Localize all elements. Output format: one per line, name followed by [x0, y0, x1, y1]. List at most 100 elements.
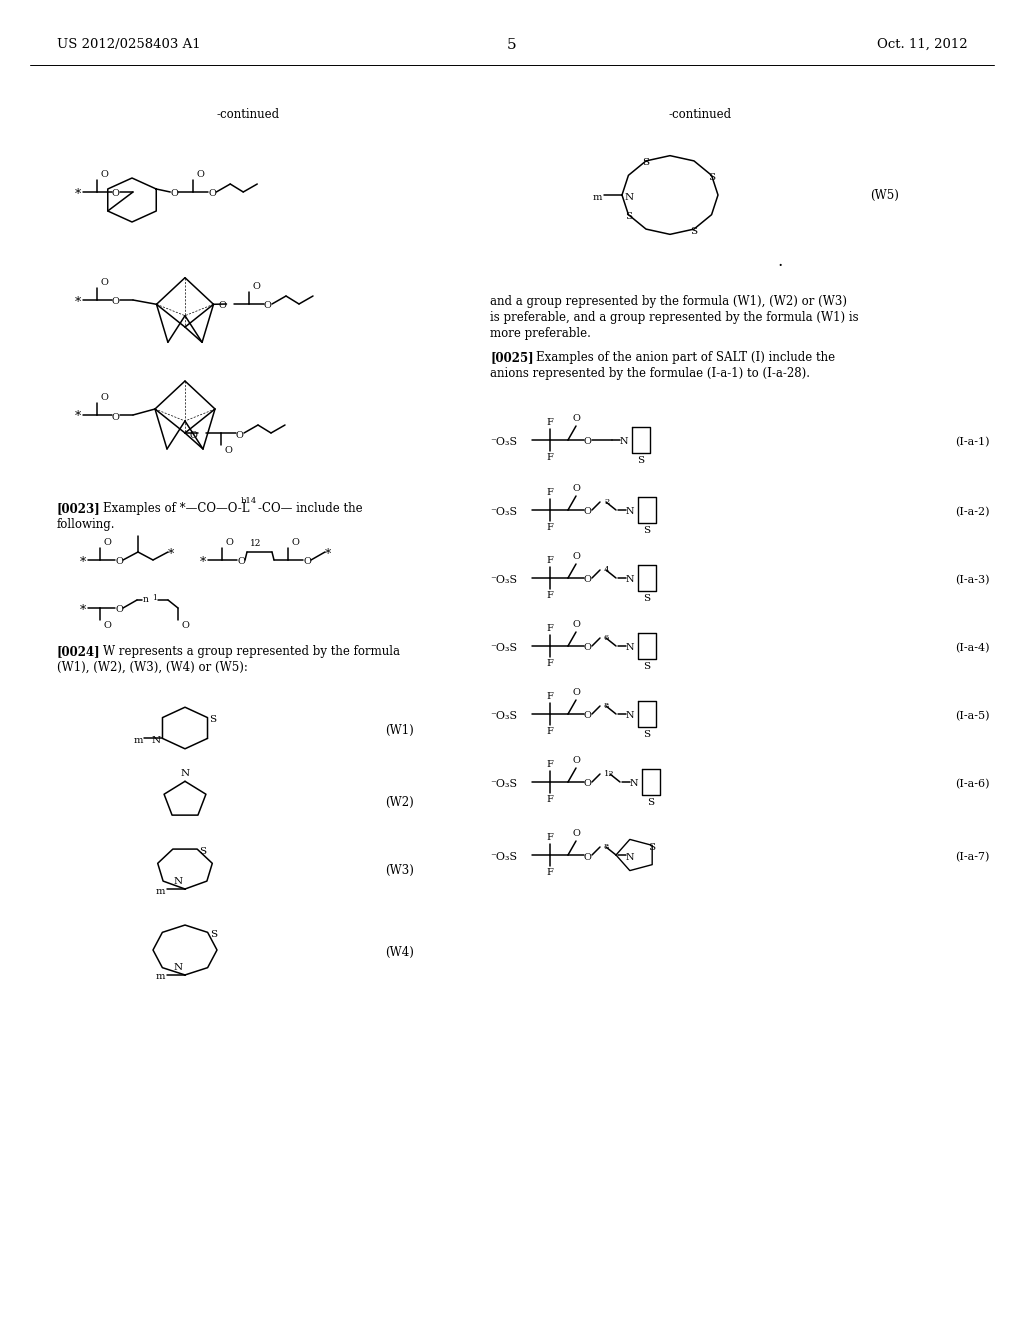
Text: O: O: [584, 644, 592, 652]
Text: (I-a-6): (I-a-6): [955, 779, 990, 789]
Text: O: O: [225, 539, 232, 546]
Text: *: *: [325, 548, 331, 561]
Text: [0025]: [0025]: [490, 351, 534, 364]
Text: F: F: [547, 418, 553, 426]
Text: S: S: [647, 799, 654, 807]
Text: O: O: [584, 437, 592, 446]
Text: O: O: [112, 190, 120, 198]
Text: (I-a-3): (I-a-3): [955, 574, 990, 585]
Text: O: O: [224, 446, 232, 455]
Text: O: O: [264, 301, 272, 310]
Text: O: O: [103, 539, 111, 546]
Text: O: O: [572, 829, 580, 838]
Text: m: m: [593, 193, 602, 202]
Text: -CO— include the: -CO— include the: [258, 502, 362, 515]
Text: N: N: [180, 770, 189, 779]
Text: 1: 1: [152, 594, 157, 602]
Text: ⁻O₃S: ⁻O₃S: [490, 711, 517, 721]
Text: O: O: [208, 190, 216, 198]
Text: m: m: [156, 887, 165, 895]
Text: S: S: [643, 663, 650, 671]
Text: more preferable.: more preferable.: [490, 327, 591, 341]
Text: O: O: [584, 711, 592, 721]
Text: O: O: [572, 688, 580, 697]
Text: O: O: [236, 430, 244, 440]
Text: (W1): (W1): [385, 723, 414, 737]
Text: *: *: [75, 187, 81, 201]
Text: S: S: [210, 929, 217, 939]
Text: 6: 6: [604, 634, 609, 642]
Text: Oct. 11, 2012: Oct. 11, 2012: [878, 38, 968, 51]
Text: 8: 8: [604, 702, 609, 710]
Text: *: *: [80, 603, 86, 616]
Text: *: *: [75, 411, 81, 424]
Text: ⁻O₃S: ⁻O₃S: [490, 779, 517, 789]
Text: O: O: [572, 484, 580, 492]
Text: O: O: [218, 301, 226, 310]
Text: (W5): (W5): [870, 189, 899, 202]
Text: N: N: [626, 507, 635, 516]
Text: following.: following.: [57, 517, 116, 531]
Text: F: F: [547, 760, 553, 770]
Text: N: N: [174, 876, 183, 886]
Text: O: O: [237, 557, 245, 566]
Text: (W2): (W2): [385, 796, 414, 808]
Text: O: O: [170, 190, 178, 198]
Text: S: S: [199, 846, 206, 855]
Text: O: O: [100, 393, 108, 403]
Text: F: F: [547, 692, 553, 701]
Text: and a group represented by the formula (W1), (W2) or (W3): and a group represented by the formula (…: [490, 294, 847, 308]
Text: *: *: [80, 556, 86, 569]
Text: b14: b14: [241, 498, 257, 506]
Text: N: N: [174, 964, 183, 972]
Text: O: O: [291, 539, 299, 546]
Text: W represents a group represented by the formula: W represents a group represented by the …: [103, 645, 400, 657]
Text: O: O: [190, 430, 198, 440]
Text: O: O: [252, 282, 260, 290]
Text: (W3): (W3): [385, 863, 414, 876]
Text: m: m: [133, 737, 142, 744]
Text: F: F: [547, 453, 553, 462]
Text: F: F: [547, 523, 553, 532]
Text: S: S: [643, 594, 650, 603]
Text: n: n: [143, 595, 148, 605]
Text: ⁻O₃S: ⁻O₃S: [490, 576, 517, 585]
Text: O: O: [572, 756, 580, 766]
Text: m: m: [156, 973, 165, 982]
Text: *: *: [200, 556, 206, 569]
Text: F: F: [547, 591, 553, 601]
Text: N: N: [626, 711, 635, 721]
Text: *: *: [168, 548, 174, 561]
Text: ⁻O₃S: ⁻O₃S: [490, 437, 517, 447]
Text: O: O: [181, 620, 189, 630]
Text: O: O: [115, 557, 123, 566]
Text: O: O: [112, 297, 120, 306]
Text: O: O: [115, 606, 123, 615]
Text: O: O: [100, 279, 108, 286]
Text: -continued: -continued: [216, 108, 280, 121]
Text: O: O: [303, 557, 311, 566]
Text: O: O: [584, 853, 592, 862]
Text: N: N: [626, 644, 635, 652]
Text: (W1), (W2), (W3), (W4) or (W5):: (W1), (W2), (W3), (W4) or (W5):: [57, 661, 248, 675]
Text: 12: 12: [604, 770, 614, 777]
Text: ⁻O₃S: ⁻O₃S: [490, 851, 517, 862]
Text: 2: 2: [604, 498, 609, 506]
Text: 4: 4: [604, 566, 609, 574]
Text: F: F: [547, 869, 553, 876]
Text: S: S: [625, 213, 632, 222]
Text: (I-a-4): (I-a-4): [955, 643, 990, 653]
Text: O: O: [572, 414, 580, 422]
Text: 12: 12: [250, 539, 262, 548]
Text: N: N: [152, 737, 161, 744]
Text: is preferable, and a group represented by the formula (W1) is: is preferable, and a group represented b…: [490, 312, 859, 323]
Text: F: F: [547, 795, 553, 804]
Text: O: O: [100, 170, 108, 180]
Text: F: F: [547, 833, 553, 842]
Text: S: S: [690, 227, 697, 235]
Text: anions represented by the formulae (I-a-1) to (I-a-28).: anions represented by the formulae (I-a-…: [490, 367, 810, 380]
Text: (I-a-7): (I-a-7): [955, 851, 990, 862]
Text: F: F: [547, 727, 553, 737]
Text: [0023]: [0023]: [57, 502, 100, 515]
Text: F: F: [547, 556, 553, 565]
